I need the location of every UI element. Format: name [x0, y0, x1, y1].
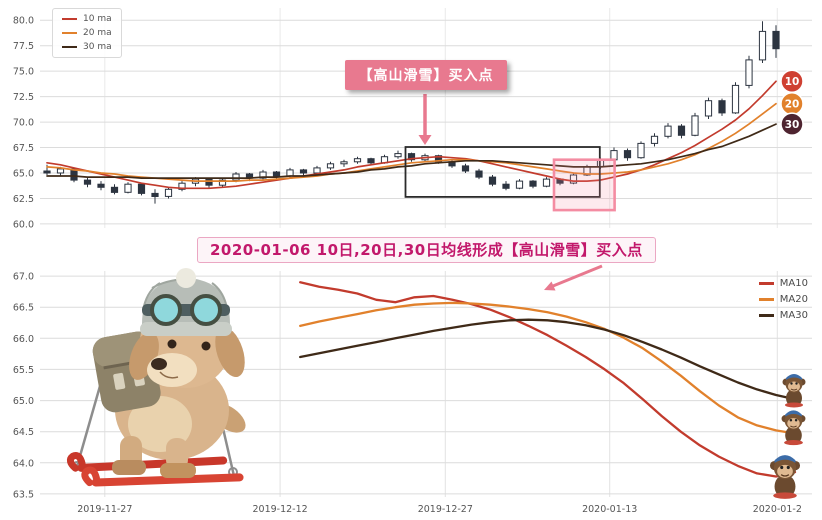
svg-text:2019-11-27: 2019-11-27: [77, 504, 132, 515]
svg-text:10: 10: [785, 76, 800, 88]
legend-swatch-MA20: [758, 298, 774, 301]
svg-text:64.5: 64.5: [13, 427, 34, 438]
legend-item-MA30: MA30: [758, 310, 808, 321]
dog-nose: [151, 358, 167, 370]
pattern-highlight-box: [404, 146, 601, 198]
buy-zone-box: [552, 158, 616, 212]
svg-text:65.0: 65.0: [13, 396, 34, 407]
MA20-line: [299, 301, 797, 435]
buy-point-arrow: [418, 94, 432, 145]
legend-swatch-10ma: [62, 17, 77, 21]
legend-label-MA30: MA30: [779, 310, 808, 321]
svg-text:64.0: 64.0: [13, 458, 34, 469]
monkey-decoration-2: [781, 410, 806, 446]
top-grid: 80.0 77.5 75.0 72.5 70.0 67.5 65.0 62.5 60.0: [13, 8, 812, 230]
svg-text:63.5: 63.5: [13, 489, 34, 500]
svg-text:20: 20: [785, 99, 800, 111]
svg-text:70.0: 70.0: [13, 118, 34, 129]
svg-text:2019-12-12: 2019-12-12: [252, 504, 307, 515]
legend-label-MA10: MA10: [779, 278, 808, 289]
bottom-x-labels: 2019-11-27 2019-12-12 2019-12-27 2020-01-13…: [77, 504, 802, 515]
buy-point-callout: 【高山滑雪】买入点: [345, 60, 507, 90]
candles: [43, 21, 780, 204]
MA30-line: [299, 318, 797, 401]
svg-text:77.5: 77.5: [13, 41, 34, 52]
legend-label-10ma: 10 ma: [83, 14, 112, 24]
svg-text:65.5: 65.5: [13, 365, 34, 376]
svg-text:60.0: 60.0: [13, 219, 34, 230]
svg-text:66.5: 66.5: [13, 303, 34, 314]
svg-text:65.0: 65.0: [13, 169, 34, 180]
top-chart: 80.0 77.5 75.0 72.5 70.0 67.5 65.0 62.5 60.0 10 20…: [13, 8, 812, 230]
svg-text:67.5: 67.5: [13, 143, 34, 154]
legend-item-20ma: 20 ma: [62, 28, 112, 38]
goggles-lens-right: [190, 294, 222, 326]
dog-leg-right: [166, 438, 188, 470]
10-ma-line: [46, 80, 777, 190]
ma-badge-30: 30: [780, 112, 804, 136]
legend-label-MA20: MA20: [779, 294, 808, 305]
dog-eye-right: [201, 341, 211, 351]
pattern-annotation-banner: 2020-01-06 10日,20日,30日均线形成【高山滑雪】买入点: [197, 237, 656, 263]
svg-text:2019-12-27: 2019-12-27: [418, 504, 473, 515]
ma-badge-10: 10: [780, 69, 804, 94]
legend-swatch-20ma: [62, 31, 77, 35]
legend-item-MA10: MA10: [758, 278, 808, 289]
bottom-chart-legend: MA10 MA20 MA30: [758, 278, 808, 321]
legend-swatch-MA10: [758, 282, 774, 285]
monkey-decoration-1: [782, 374, 806, 408]
svg-text:2020-01-2: 2020-01-2: [753, 504, 802, 515]
legend-item-MA20: MA20: [758, 294, 808, 305]
hat-pompom: [176, 268, 196, 288]
svg-text:75.0: 75.0: [13, 67, 34, 78]
svg-text:66.0: 66.0: [13, 334, 34, 345]
top-chart-legend: 10 ma 20 ma 30 ma: [52, 8, 122, 58]
legend-swatch-30ma: [62, 45, 77, 49]
svg-text:30: 30: [785, 119, 800, 131]
svg-text:67.0: 67.0: [13, 272, 34, 283]
ma-badge-20: 20: [780, 91, 804, 116]
banner-arrow-icon: [544, 264, 603, 291]
20-ma-line: [46, 102, 777, 182]
legend-label-20ma: 20 ma: [83, 28, 112, 38]
dog-ear-right: [215, 326, 245, 378]
legend-item-30ma: 30 ma: [62, 42, 112, 52]
legend-label-30ma: 30 ma: [83, 42, 112, 52]
ski-front: [81, 466, 244, 487]
svg-text:80.0: 80.0: [13, 16, 34, 27]
goggles-lens-left: [150, 294, 182, 326]
dog-eye-left: [167, 339, 177, 349]
legend-item-10ma: 10 ma: [62, 14, 112, 24]
svg-text:72.5: 72.5: [13, 92, 34, 103]
legend-swatch-MA30: [758, 314, 774, 317]
monkey-decoration-3: [769, 455, 801, 499]
MA10-line: [299, 281, 797, 478]
30-ma-line: [46, 123, 777, 179]
dog-muzzle: [147, 353, 197, 387]
ski-dog-illustration: [66, 268, 246, 487]
svg-text:62.5: 62.5: [13, 194, 34, 205]
svg-text:2020-01-13: 2020-01-13: [582, 504, 637, 515]
